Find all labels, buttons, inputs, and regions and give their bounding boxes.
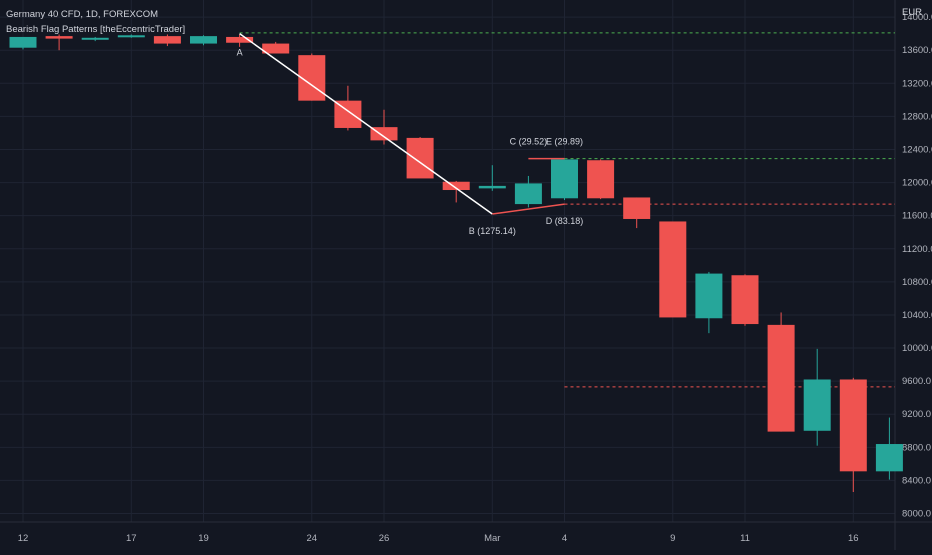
x-tick-label: 19	[198, 533, 209, 544]
candle-body	[875, 444, 903, 472]
candle-body	[767, 324, 795, 432]
candle-body	[623, 197, 651, 219]
x-tick-label: 24	[307, 533, 318, 544]
chart-legend: Germany 40 CFD, 1D, FOREXCOM Bearish Fla…	[6, 7, 185, 37]
y-tick-label: 8800.0	[902, 442, 931, 453]
candle-body	[731, 275, 759, 325]
y-tick-label: 11600.0	[902, 211, 932, 222]
x-tick-label: 11	[740, 533, 750, 544]
candle-body	[370, 127, 398, 141]
y-tick-label: 9600.0	[902, 376, 931, 387]
pattern-label: E (29.89)	[546, 137, 583, 147]
indicator-title[interactable]: Bearish Flag Patterns [theEccentricTrade…	[6, 24, 186, 35]
y-tick-label: 13600.0	[902, 45, 932, 56]
candle-body	[478, 185, 506, 189]
candle-body	[153, 36, 181, 44]
candle-body	[190, 36, 217, 44]
candle-body	[587, 160, 615, 199]
y-tick-label: 12400.0	[902, 144, 932, 155]
x-tick-label: 12	[18, 533, 29, 544]
y-tick-label: 13200.0	[902, 78, 932, 89]
y-tick-label: 14000.0	[902, 12, 932, 23]
y-tick-label: 11200.0	[902, 244, 932, 255]
currency-label: EUR	[901, 7, 922, 18]
candle-body	[45, 36, 73, 39]
pattern-line-ab	[239, 33, 493, 215]
y-tick-label: 8400.0	[902, 475, 931, 486]
x-tick-label: 9	[670, 533, 675, 544]
candle-body	[406, 137, 434, 179]
flag-bottom-line	[492, 203, 565, 215]
candle-body	[442, 181, 470, 191]
candle-body	[695, 273, 723, 319]
candle-body	[117, 35, 145, 38]
y-tick-label: 8000.0	[902, 509, 931, 520]
y-tick-label: 10800.0	[902, 277, 932, 288]
candle-body	[659, 221, 687, 318]
x-tick-label: 4	[562, 533, 567, 544]
x-tick-label: 17	[126, 533, 137, 544]
y-tick-label: 12000.0	[902, 178, 932, 189]
x-tick-label: Mar	[484, 533, 500, 544]
candle-body	[9, 36, 37, 48]
candle-body	[81, 37, 109, 40]
candle-body	[514, 183, 542, 205]
x-tick-label: 16	[848, 533, 859, 544]
candle-body	[226, 36, 254, 43]
pattern-label: B (1275.14)	[469, 226, 516, 236]
pattern-label: A	[237, 48, 243, 58]
symbol-title[interactable]: Germany 40 CFD, 1D, FOREXCOM	[6, 9, 159, 20]
y-tick-label: 12800.0	[902, 111, 932, 122]
y-tick-label: 9200.0	[902, 409, 931, 420]
candle-body	[262, 43, 290, 54]
y-tick-label: 10000.0	[902, 343, 932, 354]
candle-body	[551, 159, 578, 199]
y-tick-label: 10400.0	[902, 310, 932, 321]
x-tick-label: 26	[379, 533, 390, 544]
pattern-label: D (83.18)	[546, 216, 584, 226]
candle-body	[839, 379, 867, 472]
candle-body	[803, 379, 831, 431]
pattern-label: C (29.52)	[510, 137, 548, 147]
